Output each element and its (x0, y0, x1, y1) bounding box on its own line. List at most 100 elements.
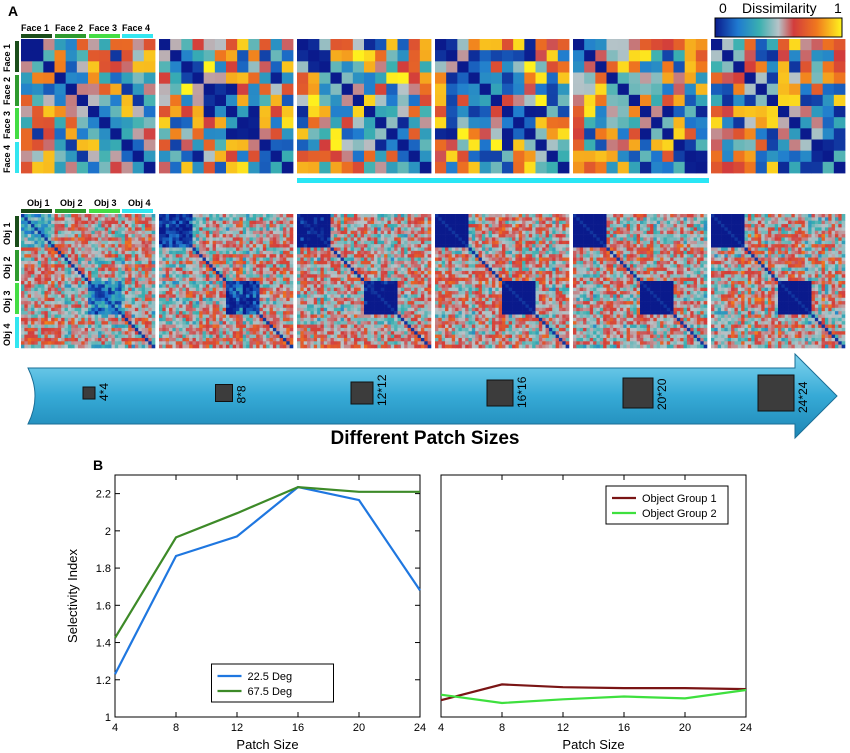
patch-size-label: 16*16 (515, 376, 529, 408)
legend-label: Object Group 2 (642, 508, 717, 520)
object-bar-top-1 (21, 209, 52, 213)
x-tick-label: 24 (414, 722, 426, 734)
x-tick-label: 16 (292, 722, 304, 734)
x-tick-label: 8 (499, 722, 505, 734)
face-label-top-1: Face 1 (21, 23, 49, 33)
object-label-left-3: Obj 3 (2, 290, 12, 313)
x-tick-label: 4 (438, 722, 444, 734)
series-line-1 (440, 683, 747, 702)
x-tick-label: 24 (740, 722, 752, 734)
object-label-top-2: Obj 2 (60, 198, 83, 208)
face-matrix-3 (297, 39, 432, 174)
x-axis-title: Patch Size (562, 737, 624, 752)
face-label-top-4: Face 4 (122, 23, 150, 33)
face-matrix-6 (711, 39, 846, 174)
y-tick-label: 1.6 (96, 600, 111, 612)
face-bar-top-3 (89, 34, 120, 38)
patch-box-20*20 (622, 377, 654, 409)
patch-box-12*12 (350, 381, 374, 405)
face-bar-left-4 (15, 142, 19, 173)
x-tick-label: 20 (353, 722, 365, 734)
object-label-left-4: Obj 4 (2, 323, 12, 346)
y-tick-label: 1 (105, 712, 111, 724)
face-label-left-4: Face 4 (2, 145, 12, 173)
patch-size-label: 8*8 (235, 385, 249, 403)
chart-left: 4 8 12 16 20 24 1 1.2 1.4 1.6 1.8 2 2.2 Selectivity I… (65, 474, 426, 752)
object-bar-top-2 (55, 209, 86, 213)
face-top-labels: Face 1 Face 2 Face 3 Face 4 (21, 23, 153, 38)
patch-size-label: 24*24 (796, 381, 810, 413)
face-matrix-5 (573, 39, 708, 174)
face-matrix-1 (21, 39, 156, 174)
legend-label: 22.5 Deg (248, 671, 293, 683)
face-label-left-2: Face 2 (2, 77, 12, 105)
object-label-top-3: Obj 3 (94, 198, 117, 208)
object-matrices (21, 214, 846, 349)
object-label-left-1: Obj 1 (2, 222, 12, 245)
y-tick-label: 1.8 (96, 563, 111, 575)
face-bar-top-1 (21, 34, 52, 38)
object-bar-left-3 (15, 283, 19, 314)
highlight-bar (297, 178, 709, 183)
object-bar-left-2 (15, 250, 19, 281)
y-tick-label: 1.2 (96, 675, 111, 687)
x-tick-label: 20 (679, 722, 691, 734)
colorbar-min-label: 0 (719, 0, 727, 16)
face-bar-left-2 (15, 75, 19, 106)
object-label-left-2: Obj 2 (2, 256, 12, 279)
face-bar-left-1 (15, 41, 19, 72)
face-matrix-4 (435, 39, 570, 174)
x-tick-label: 4 (112, 722, 118, 734)
arrow-title: Different Patch Sizes (331, 428, 520, 449)
panel-a-label: A (8, 3, 18, 19)
colorbar: 0 Dissimilarity 1 (714, 0, 843, 38)
colorbar-max-label: 1 (834, 0, 842, 16)
face-bar-top-4 (122, 34, 153, 38)
patch-size-label: 12*12 (375, 374, 389, 406)
face-bar-left-3 (15, 108, 19, 139)
object-matrix-5 (573, 214, 708, 349)
object-matrix-2 (159, 214, 294, 349)
patch-box-24*24 (757, 374, 795, 412)
object-top-labels: Obj 1 Obj 2 Obj 3 Obj 4 (21, 198, 153, 213)
object-matrix-1 (21, 214, 156, 349)
series-line-1 (114, 485, 421, 675)
y-tick-label: 2 (105, 526, 111, 538)
panel-b-label: B (93, 457, 103, 473)
patch-box-16*16 (486, 379, 514, 407)
legend-label: Object Group 1 (642, 493, 717, 505)
series-line-2 (114, 485, 420, 639)
colorbar-title: Dissimilarity (742, 0, 817, 16)
y-tick-label: 1.4 (96, 638, 111, 650)
x-tick-label: 8 (173, 722, 179, 734)
legend: Object Group 1 Object Group 2 (605, 485, 729, 525)
x-tick-label: 16 (618, 722, 630, 734)
patch-size-label: 20*20 (655, 378, 669, 410)
object-label-top-1: Obj 1 (27, 198, 50, 208)
object-bar-left-4 (15, 317, 19, 348)
patch-box-8*8 (215, 384, 233, 402)
object-bar-top-4 (122, 209, 153, 213)
y-axis-title: Selectivity Index (65, 549, 80, 643)
x-axis-title: Patch Size (236, 737, 298, 752)
legend-label: 67.5 Deg (248, 686, 293, 698)
face-label-top-3: Face 3 (89, 23, 117, 33)
object-matrix-3 (297, 214, 432, 349)
legend: 22.5 Deg 67.5 Deg (211, 663, 334, 703)
object-label-top-4: Obj 4 (128, 198, 151, 208)
object-matrix-6 (711, 214, 846, 349)
patch-box-4*4 (82, 386, 96, 400)
object-bar-top-3 (89, 209, 120, 213)
x-tick-label: 12 (231, 722, 243, 734)
face-label-left-3: Face 3 (2, 111, 12, 139)
object-left-labels: Obj 1 Obj 2 Obj 3 Obj 4 (2, 216, 19, 348)
face-matrix-2 (159, 39, 294, 174)
patch-size-label: 4*4 (97, 383, 111, 401)
object-matrix-4 (435, 214, 570, 349)
face-matrices (21, 39, 846, 174)
face-left-labels: Face 1 Face 2 Face 3 Face 4 (2, 41, 19, 173)
object-bar-left-1 (15, 216, 19, 247)
colorbar-gradient (714, 17, 843, 38)
series-line-2 (440, 688, 747, 705)
